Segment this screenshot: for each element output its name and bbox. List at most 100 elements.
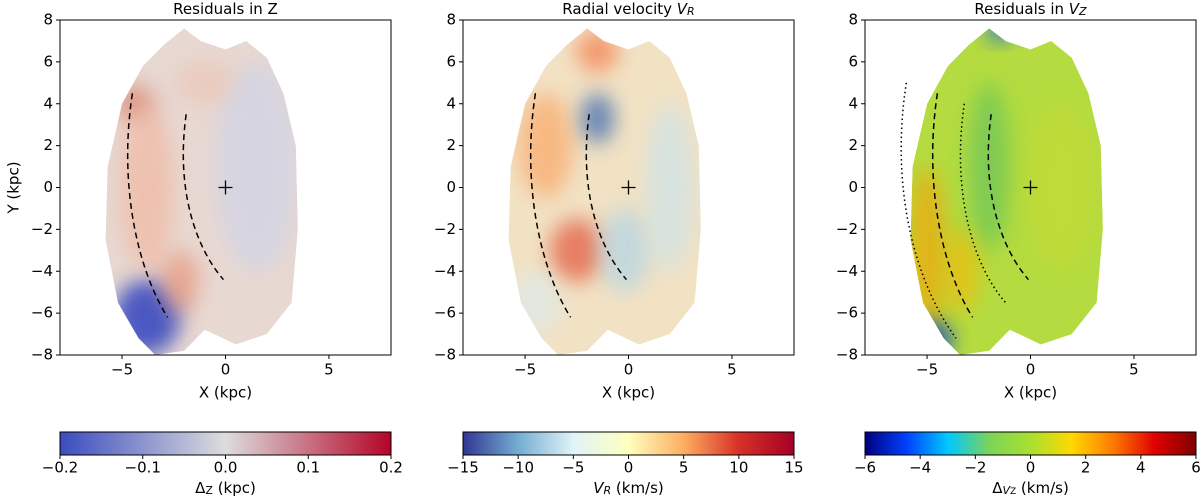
colorbar-tick-label: 15 [784, 459, 803, 477]
y-tick-label: 8 [848, 11, 858, 29]
colorbar-tick-label: 0 [624, 459, 634, 477]
y-tick-label: 6 [446, 52, 456, 70]
text-part: Δ [195, 479, 206, 497]
map-feature [1024, 103, 1099, 272]
x-tick-label: 5 [1129, 361, 1139, 379]
colorbar [864, 431, 1197, 456]
y-tick-label: −2 [836, 220, 858, 238]
colorbar [462, 431, 795, 456]
text-part: V [677, 0, 689, 18]
y-tick-label: 0 [446, 178, 456, 196]
x-tick-label: −5 [514, 361, 536, 379]
x-axis-label: X (kpc) [602, 384, 655, 402]
rich-text: VR (km/s) [593, 479, 664, 497]
text-part: R [687, 5, 695, 18]
x-tick-label: 0 [1026, 361, 1036, 379]
y-tick-label: 2 [848, 136, 858, 154]
rich-text: ΔVZ (km/s) [992, 479, 1069, 498]
x-tick-label: 0 [221, 361, 231, 379]
map-feature [215, 62, 298, 272]
y-tick-label: −6 [31, 304, 53, 322]
y-tick-label: 8 [446, 11, 456, 29]
map-feature [945, 229, 979, 314]
colorbar-tick-label: 0 [1026, 459, 1036, 477]
map-feature [910, 321, 952, 355]
heatmap-map [910, 28, 1103, 355]
y-tick-label: 4 [446, 94, 456, 112]
sun-marker [218, 180, 233, 195]
spiral-arm [182, 114, 224, 281]
text-part: V [1002, 484, 1011, 497]
y-tick-label: 2 [43, 136, 53, 154]
colorbar-tick-label: 4 [1136, 459, 1146, 477]
y-tick-label: −6 [836, 304, 858, 322]
colorbar-tick-label: 10 [729, 459, 748, 477]
x-axis-label: X (kpc) [199, 384, 252, 402]
y-tick-label: −6 [434, 304, 456, 322]
text-part: Residuals in Z [173, 0, 278, 18]
text-part: (km/s) [1016, 479, 1069, 497]
map-feature [576, 30, 619, 73]
map-feature [910, 166, 946, 334]
x-tick-label: 0 [624, 361, 634, 379]
colorbar-tick-label: −2 [964, 459, 986, 477]
sun-marker [1023, 180, 1038, 195]
y-tick-label: 6 [848, 52, 858, 70]
y-tick-label: −8 [434, 346, 456, 364]
colorbar-tick-label: 5 [679, 459, 689, 477]
y-tick-label: −2 [434, 220, 456, 238]
y-tick-label: −8 [836, 346, 858, 364]
x-tick-label: 5 [727, 361, 737, 379]
spiral-arm [529, 93, 572, 318]
rich-text: Radial velocity VR [562, 0, 694, 18]
colorbar-tick-label: −0.1 [125, 459, 161, 477]
y-tick-label: −8 [31, 346, 53, 364]
x-tick-label: −5 [916, 361, 938, 379]
y-axis-label: Y (kpc) [5, 161, 23, 214]
colorbar-tick-label: 0.2 [379, 459, 403, 477]
text-part: V [593, 479, 605, 497]
y-tick-label: −4 [836, 262, 858, 280]
colorbar-tick-label: −4 [909, 459, 931, 477]
map-feature [580, 93, 615, 144]
y-tick-label: −2 [31, 220, 53, 238]
text-part: (km/s) [611, 479, 664, 497]
rich-text: ΔZ (kpc) [195, 479, 256, 497]
colorbar-tick-label: −5 [562, 459, 584, 477]
text-part: Radial velocity [562, 0, 677, 18]
text-part: Z [205, 484, 213, 497]
spiral-arm [987, 114, 1029, 281]
heatmap-map [105, 28, 298, 355]
map-feature [518, 93, 573, 198]
spiral-arm [126, 93, 169, 318]
y-tick-label: −4 [31, 262, 53, 280]
text-part: Residuals in [974, 0, 1068, 18]
spiral-arm [585, 114, 627, 281]
colorbar-tick-label: −6 [854, 459, 876, 477]
text-part: Z [1010, 487, 1016, 497]
y-tick-label: 6 [43, 52, 53, 70]
y-tick-label: 8 [43, 11, 53, 29]
y-tick-label: −4 [434, 262, 456, 280]
colorbar-tick-label: −15 [447, 459, 479, 477]
colorbar [59, 431, 392, 456]
map-feature [599, 208, 650, 293]
heatmap-map [508, 28, 701, 355]
y-tick-label: 2 [446, 136, 456, 154]
text-part: Δ [992, 479, 1003, 497]
colorbar-tick-label: 0.1 [296, 459, 320, 477]
map-feature [161, 250, 199, 314]
map-feature [175, 61, 234, 104]
sun-marker [621, 180, 636, 195]
colorbar-tick-label: 0.0 [214, 459, 238, 477]
map-feature [987, 28, 1012, 41]
y-tick-label: 4 [43, 94, 53, 112]
colorbar-tick-label: 2 [1081, 459, 1091, 477]
y-tick-label: 0 [43, 178, 53, 196]
map-feature [645, 103, 695, 272]
x-tick-label: −5 [111, 361, 133, 379]
y-tick-label: 0 [848, 178, 858, 196]
x-axis-label: X (kpc) [1004, 384, 1057, 402]
spiral-arm [900, 82, 957, 339]
